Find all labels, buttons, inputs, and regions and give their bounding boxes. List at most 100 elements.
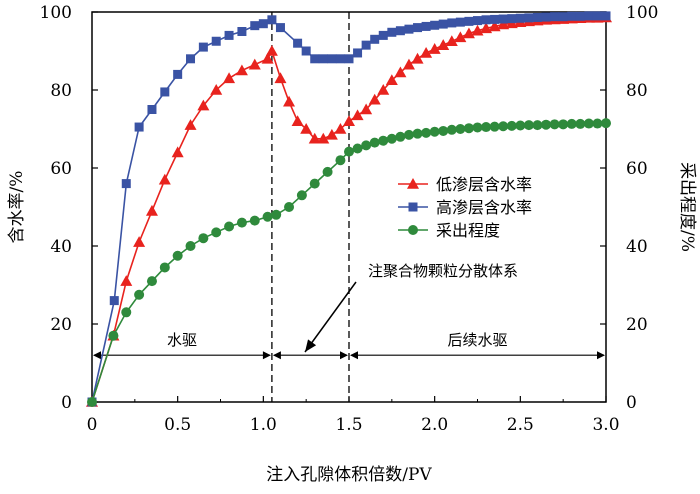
data-point-high [318,54,328,64]
data-point-high [237,27,247,36]
data-point-recovery [386,133,397,144]
data-point-recovery [506,120,517,131]
data-point-low [223,72,236,84]
data-point-low [120,275,133,286]
data-point-recovery [211,227,222,238]
data-point-high [404,24,414,34]
data-point-low [343,115,355,126]
right-y-tick-label: 40 [626,237,648,257]
data-point-low [394,66,407,78]
x-axis-label: 注入孔隙体积倍数/PV [266,465,432,485]
right-y-tick-label: 60 [626,159,648,179]
data-point-high [421,21,431,31]
data-point-low [454,31,467,43]
data-point-recovery [87,397,97,407]
data-point-high [173,69,183,79]
data-point-high [490,14,500,24]
left-y-tick-label: 20 [50,315,72,335]
data-point-high [344,54,354,64]
data-point-high [121,179,131,189]
left-y-tick-label: 60 [50,159,72,179]
data-point-recovery [185,241,196,251]
data-point-low [368,93,381,105]
data-point-high [186,54,196,64]
phase-arrowhead [272,351,281,360]
data-point-high [147,105,157,114]
data-point-recovery [224,221,235,232]
data-point-low [445,35,458,47]
x-axis-ticks: 0 0.5 1.0 1.5 2.0 2.5 3.0 [87,396,620,435]
data-point-recovery [296,190,307,201]
legend-label-low: 低渗层含水率 [436,175,532,194]
data-point-recovery [429,126,440,137]
data-point-low [261,52,274,64]
data-point-low [133,236,146,247]
annotation: 注聚合物颗粒分散体系 [304,262,518,353]
data-point-high [550,12,560,22]
data-point-low [308,132,321,144]
data-point-high [498,14,508,24]
x-tick-label: 0 [87,415,98,435]
data-point-recovery [403,129,414,140]
data-point-recovery [395,131,406,142]
right-y-tick-label: 0 [626,393,637,413]
data-point-high [250,21,260,31]
data-point-low [274,72,287,84]
phase-label: 后续水驱 [447,331,507,349]
data-point-high [224,30,234,40]
data-point-low [334,123,347,134]
data-point-recovery [198,233,209,244]
data-point-recovery [515,120,526,131]
data-point-recovery [262,211,273,222]
data-point-low [462,27,475,39]
data-point-recovery [481,122,492,133]
data-point-high [515,13,525,23]
annotation-text: 注聚合物颗粒分散体系 [368,262,518,280]
data-point-recovery [322,166,333,177]
x-tick-label: 2.5 [507,415,534,435]
x-tick-label: 1.5 [335,415,362,435]
data-point-recovery [172,250,183,261]
data-point-high [430,20,440,30]
data-point-high [473,16,482,26]
data-point-recovery [489,121,500,132]
data-point-high [361,40,371,50]
data-point-recovery [472,122,483,133]
data-point-high [353,48,363,58]
left-y-tick-label: 40 [50,237,72,257]
data-point-high [524,13,534,23]
data-point-high [370,34,380,44]
data-point-high [327,54,337,64]
data-point-low [145,204,158,216]
data-point-high [301,46,311,56]
series-layer [86,11,612,407]
data-point-recovery [249,215,260,226]
data-point-low [411,52,424,64]
data-point-high [584,11,594,21]
data-point-high [532,12,542,22]
data-point-recovery [378,135,389,146]
data-point-high [558,12,568,22]
data-point-recovery [498,121,509,132]
series-recovery [87,118,611,407]
phase-divider-lines [271,12,350,402]
data-point-recovery [236,217,247,228]
x-tick-label: 3.0 [592,415,619,435]
phase-arrowhead [93,351,101,360]
series-line-recovery [91,122,607,403]
legend-marker-recovery [408,225,418,235]
legend-label-recovery: 采出程度 [436,221,500,240]
data-point-recovery [541,119,552,130]
phase-arrowhead [597,351,605,360]
left-y-axis-ticks: 0 20 40 60 80 100 [40,3,98,413]
data-point-high [413,23,423,33]
data-point-low [210,84,223,95]
data-point-high [592,11,602,21]
data-point-recovery [601,118,611,129]
data-point-high [541,12,551,22]
x-tick-label: 0.5 [164,415,191,435]
data-point-recovery [455,124,466,134]
data-point-low [265,45,278,56]
data-point-high [335,54,345,64]
data-point-low [428,43,441,54]
